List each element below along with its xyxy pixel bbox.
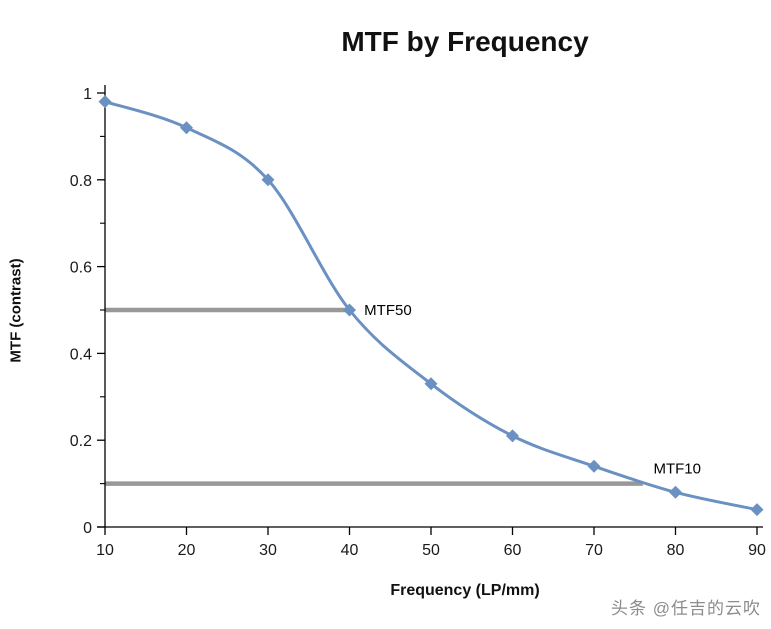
series-line-mtf [103,100,759,512]
x-tick-label: 20 [178,542,196,559]
watermark: 头条 @任吉的云吹 [611,599,761,618]
data-point-marker [343,303,356,317]
x-tick-label: 50 [422,542,440,559]
data-point-marker [506,429,519,443]
y-tick-label: 0 [83,520,92,537]
data-point-marker [669,485,682,499]
x-axis-label: Frequency (LP/mm) [390,582,540,599]
x-tick-label: 80 [667,542,685,559]
chart-title: MTF by Frequency [341,26,589,57]
y-tick-label: 0.4 [70,346,92,363]
x-tick-label: 90 [748,542,766,559]
data-point-marker [180,121,193,135]
x-tick-label: 10 [96,542,114,559]
x-tick-label: 30 [259,542,277,559]
y-tick-label: 0.8 [70,173,92,190]
x-tick-label: 40 [341,542,359,559]
y-tick-label: 1 [83,86,92,103]
data-point-marker [587,459,601,473]
reference-label-mtf50: MTF50 [364,302,412,319]
y-tick-label: 0.2 [70,433,92,450]
x-tick-label: 70 [585,542,603,559]
data-point-marker [750,503,764,517]
x-tick-label: 60 [504,542,522,559]
y-tick-label: 0.6 [70,260,92,277]
data-point-marker [424,377,438,391]
data-point-marker [261,173,275,187]
data-point-marker [98,95,112,109]
reference-label-mtf10: MTF10 [653,460,701,477]
